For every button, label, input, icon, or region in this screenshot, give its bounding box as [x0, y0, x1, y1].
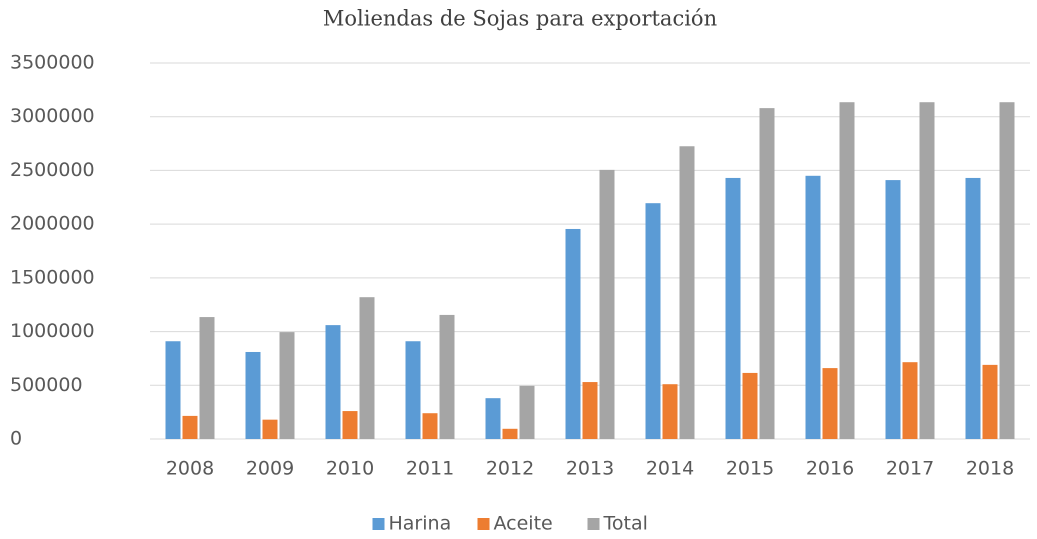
bar [742, 372, 758, 439]
legend-swatch [372, 518, 385, 530]
bar [519, 385, 535, 439]
chart-title: Moliendas de Sojas para exportación [323, 7, 717, 31]
x-tick-label: 2010 [326, 458, 374, 480]
y-tick-label: 0 [10, 428, 22, 450]
bar [662, 384, 678, 439]
bar [999, 102, 1015, 439]
bar [279, 332, 295, 439]
bar [262, 419, 278, 439]
bar [565, 228, 581, 439]
bar [759, 108, 775, 440]
bar [679, 146, 695, 439]
x-tick-label: 2013 [566, 458, 614, 480]
bar [182, 415, 198, 439]
bar [422, 413, 438, 439]
x-tick-label: 2009 [246, 458, 294, 480]
legend-label: Aceite [494, 513, 553, 535]
bar [165, 341, 181, 439]
x-tick-label: 2008 [166, 458, 214, 480]
x-tick-label: 2011 [406, 458, 454, 480]
y-tick-label: 500000 [10, 374, 83, 396]
bar [502, 428, 518, 439]
bar [485, 398, 501, 439]
x-tick-label: 2017 [886, 458, 934, 480]
bar [439, 314, 455, 439]
x-tick-label: 2012 [486, 458, 534, 480]
bar [805, 175, 821, 440]
bar [965, 177, 981, 439]
x-tick-label: 2014 [646, 458, 694, 480]
legend-swatch [587, 518, 600, 530]
bar [902, 362, 918, 439]
x-tick-label: 2016 [806, 458, 854, 480]
y-tick-label: 3500000 [10, 52, 95, 74]
y-tick-label: 3000000 [10, 105, 95, 127]
y-tick-label: 1000000 [10, 320, 95, 342]
bar [982, 364, 998, 439]
bar [405, 341, 421, 439]
bar [245, 351, 261, 439]
bar [919, 102, 935, 439]
bar [359, 297, 375, 439]
bar [325, 325, 341, 439]
bar [885, 180, 901, 439]
bar [599, 169, 615, 440]
bar [822, 368, 838, 439]
bar [839, 102, 855, 439]
bar [582, 382, 598, 439]
legend-label: Total [603, 513, 648, 535]
bar [199, 317, 215, 439]
x-tick-label: 2015 [726, 458, 774, 480]
y-tick-label: 1500000 [10, 266, 95, 288]
y-tick-label: 2500000 [10, 159, 95, 181]
bar [725, 177, 741, 439]
bar [342, 411, 358, 439]
bar [645, 203, 661, 439]
legend-swatch [477, 518, 490, 530]
x-tick-label: 2018 [966, 458, 1014, 480]
legend-label: Harina [389, 513, 452, 535]
y-tick-label: 2000000 [10, 213, 95, 235]
